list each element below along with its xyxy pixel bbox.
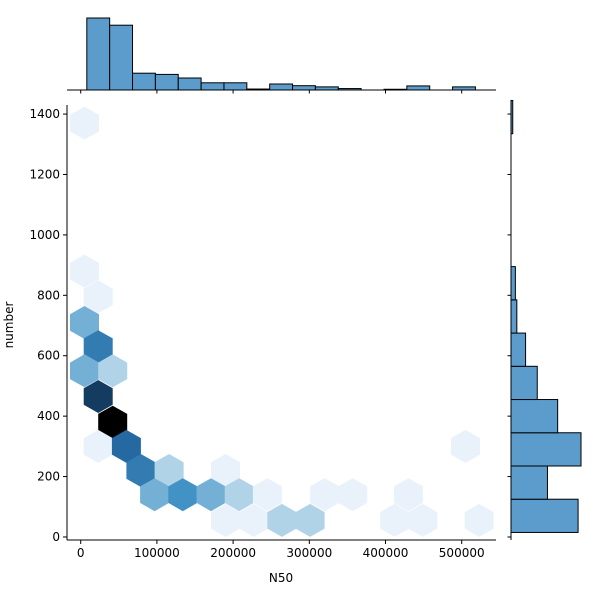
hexbin-cell [83,380,113,413]
y-axis-label: number [2,302,16,349]
hexbin-cell [70,306,99,339]
x-tick-label: 500000 [439,546,485,560]
hexbin-cell [70,106,99,140]
right-histogram-ticks [507,113,511,538]
right-histogram-bar [510,399,559,434]
hexbin-cell [70,354,99,388]
hexbin-cell [380,503,410,537]
hexbin-cell [168,478,198,512]
hexbin-cell [83,429,113,463]
hexbin-cell [70,254,99,288]
top-histogram-bars [86,17,476,91]
hexbin-layer [70,106,494,537]
right-histogram-bar [510,498,579,533]
top-histogram-bar [132,72,156,91]
hexbin-cell [267,503,297,537]
hexbin-cell [393,478,423,512]
hexbin-cell [83,280,113,314]
x-axis-label: N50 [269,571,293,585]
y-tick-label: 600 [37,349,60,363]
hexbin-cell [111,429,141,463]
hexbin-cell [211,503,240,537]
y-axis-ticks: 0 200 400 600 800 1000 1200 1400 [29,107,67,544]
hexbin-cell [451,429,480,463]
right-histogram-bar [510,465,548,500]
y-tick-label: 800 [37,288,60,302]
hexbin-cell [98,354,128,388]
hexbin-cell [196,478,226,512]
x-axis-ticks: 0 100000 200000 300000 400000 500000 [77,540,485,560]
hexbin-cell [252,478,282,512]
top-histogram-bar [223,82,248,91]
hexbin-axes: 0 100000 200000 300000 400000 500000 0 200 400 6… [2,105,496,585]
top-histogram-bar [200,82,225,91]
top-histogram-ticks [80,90,463,94]
right-marginal-histogram [507,99,582,540]
y-tick-label: 0 [52,530,60,544]
y-tick-label: 400 [37,409,60,423]
top-histogram-bar [292,85,316,91]
hexbin-cell [83,330,113,364]
hexbin-cell [464,503,494,537]
hexbin-cell [140,478,170,512]
right-histogram-bar [510,299,518,334]
hexbin-cell [408,503,438,537]
right-histogram-bar [510,266,516,301]
right-histogram-bars [510,99,582,533]
y-tick-label: 1200 [29,167,60,181]
y-tick-label: 1400 [29,107,60,121]
top-histogram-bar [109,24,134,91]
hexbin-cell [239,503,269,537]
x-tick-label: 200000 [210,546,256,560]
y-tick-label: 200 [37,470,60,484]
right-histogram-bar [510,432,582,467]
top-histogram-bar [177,77,202,91]
top-histogram-bar [269,83,294,91]
hexbin-cell [211,454,240,487]
hexbin-cell [338,478,368,512]
hexbin-cell [224,478,254,512]
top-histogram-bar [406,85,431,91]
top-histogram-bar [154,73,179,91]
hexbin-cell [126,454,156,487]
right-histogram-bar [510,365,538,401]
x-tick-label: 400000 [363,546,409,560]
hexbin-cell [295,503,325,537]
hexbin-cell [98,405,128,439]
hexbin-cell [154,454,184,487]
y-tick-label: 1000 [29,228,60,242]
x-tick-label: 300000 [286,546,332,560]
x-tick-label: 100000 [134,546,180,560]
top-marginal-histogram [67,17,496,94]
top-histogram-bar [86,17,111,91]
x-tick-label: 0 [77,546,85,560]
hexbin-cell [310,478,340,512]
right-histogram-bar [510,332,527,367]
